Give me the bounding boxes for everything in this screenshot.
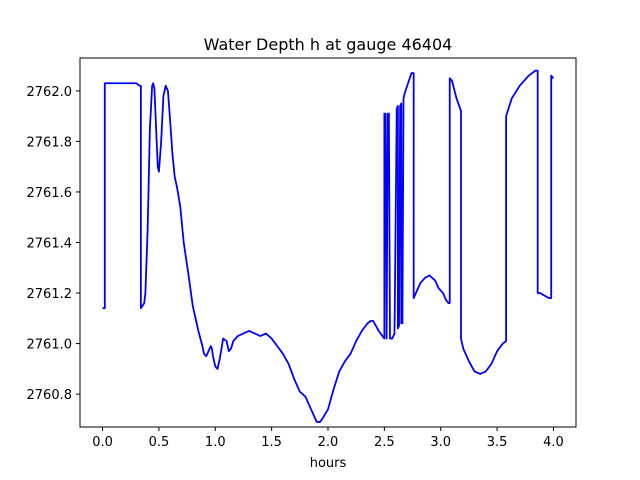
y-tick-label: 2761.6	[27, 186, 73, 201]
x-tick-label: 2.5	[374, 435, 395, 450]
x-tick-label: 4.0	[543, 435, 564, 450]
y-tick-label: 2761.2	[27, 287, 73, 302]
y-tick-label: 2761.0	[27, 338, 73, 353]
series-line	[102, 69, 555, 423]
y-tick-label: 2761.4	[27, 237, 73, 252]
x-tick-label: 2.0	[318, 435, 339, 450]
x-tick-label: 0.5	[149, 435, 170, 450]
x-tick-label: 3.5	[487, 435, 508, 450]
y-tick-label: 2760.8	[27, 388, 73, 403]
x-tick-label: 1.5	[261, 435, 282, 450]
y-tick-label: 2761.8	[27, 135, 73, 150]
plot-area	[102, 69, 555, 423]
axis-ticks: 0.0 0.5 1.0 1.5 2.0 2.5 3.0 3.5 4.0 2760.8 2761.0 2…	[27, 85, 564, 450]
chart-title: Water Depth h at gauge 46404	[204, 35, 453, 54]
x-tick-label: 0.0	[92, 435, 113, 450]
y-tick-label: 2762.0	[27, 85, 73, 100]
x-axis-label: hours	[310, 456, 347, 471]
x-tick-label: 3.0	[430, 435, 451, 450]
axes-frame	[79, 57, 577, 428]
x-tick-label: 1.0	[205, 435, 226, 450]
